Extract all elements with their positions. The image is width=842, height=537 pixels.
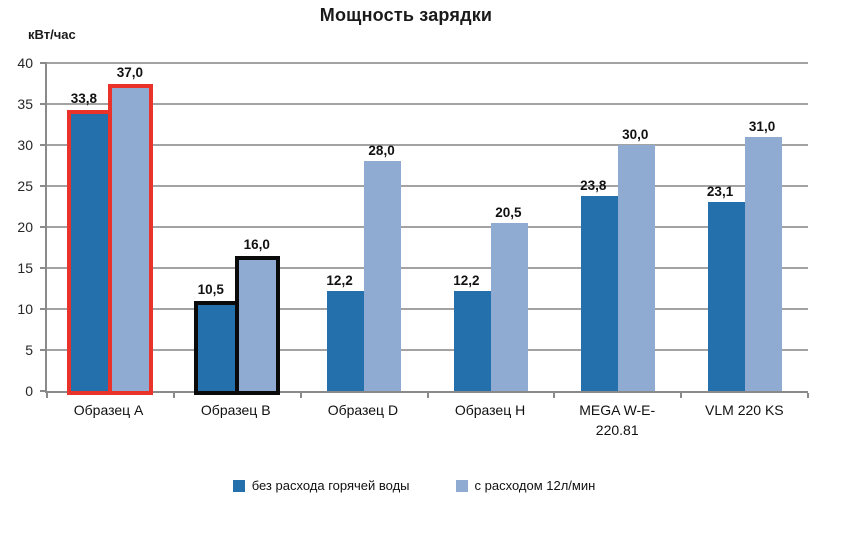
- category-label: Образец B: [172, 401, 299, 440]
- bar-value-label: 20,5: [495, 204, 522, 220]
- x-tick-mark: [172, 393, 175, 398]
- legend-label: с расходом 12л/мин: [474, 478, 596, 493]
- bar-group: 12,2 28,0: [301, 63, 428, 391]
- legend-item: без расхода горячей воды: [232, 478, 410, 493]
- chart-title: Мощность зарядки: [319, 5, 493, 25]
- bar-value-label: 37,0: [116, 64, 144, 80]
- gridline: [47, 103, 808, 105]
- legend: без расхода горячей воды с расходом 12л/м…: [0, 478, 828, 493]
- bar-series-1: 23,8: [580, 178, 618, 391]
- x-tick-mark: [807, 393, 809, 398]
- bar-group: 12,2 20,5: [428, 63, 555, 391]
- gridline: [47, 308, 808, 310]
- y-tick-mark: [40, 267, 47, 269]
- bar-series-1: 23,1: [707, 184, 745, 391]
- bar-series-1: 10,5: [194, 282, 240, 395]
- legend-label: без расхода горячей воды: [251, 478, 410, 493]
- bar-series-2: 16,0: [235, 237, 281, 395]
- gridline: [47, 185, 808, 187]
- bar-value-label: 33,8: [70, 90, 98, 106]
- category-label: MEGA W-E-220.81: [554, 401, 681, 440]
- legend-swatch: [232, 479, 245, 492]
- bar-value-label: 31,0: [748, 118, 776, 134]
- bar-value-label: 16,0: [243, 236, 270, 252]
- bar-group: 23,1 31,0: [681, 63, 808, 391]
- gridline: [47, 349, 808, 351]
- legend-swatch: [455, 479, 468, 492]
- bar-value-label: 23,1: [706, 183, 734, 199]
- y-tick-label: 5: [25, 342, 33, 358]
- plot-area: 33,8 37,0 10,5 16,0 12,2 28,0 12,2 20,5 23,8 30,0…: [45, 62, 809, 398]
- bar-group: 23,8 30,0: [554, 63, 681, 391]
- category-label-text: Образец B: [200, 402, 271, 418]
- bar-series-1: 33,8: [67, 91, 113, 395]
- category-label: Образец H: [426, 401, 553, 440]
- y-tick-mark: [40, 308, 47, 310]
- x-tick-mark: [553, 393, 556, 398]
- y-axis: 0 5 10 15 20 25 30 35 40: [0, 55, 47, 399]
- gridline: [47, 226, 808, 228]
- x-axis-labels: Образец A Образец B Образец D Образец H MEGA…: [45, 401, 808, 440]
- category-label-text: Образец H: [454, 402, 526, 418]
- gridline: [47, 144, 808, 146]
- bar-group: 10,5 16,0: [174, 63, 301, 395]
- y-tick-label: 20: [17, 219, 33, 235]
- y-tick-label: 35: [17, 96, 33, 112]
- y-tick-mark: [40, 144, 47, 146]
- y-tick-label: 0: [25, 383, 33, 399]
- category-label-text: Образец D: [327, 402, 399, 418]
- bar-series-1: 12,2: [326, 273, 365, 391]
- bar-value-label: 28,0: [368, 143, 395, 159]
- bar-series-1: 12,2: [453, 273, 491, 391]
- category-label: VLM 220 KS: [681, 401, 808, 440]
- y-tick-label: 15: [17, 260, 33, 276]
- category-label-text: VLM 220 KS: [705, 402, 784, 418]
- bar-value-label: 23,8: [580, 177, 607, 193]
- y-tick-mark: [40, 226, 47, 228]
- category-label: Образец D: [299, 401, 426, 440]
- gridline: [47, 62, 808, 64]
- x-tick-mark: [680, 393, 683, 398]
- y-tick-mark: [40, 62, 47, 64]
- y-tick-label: 40: [17, 55, 33, 71]
- y-tick-mark: [40, 349, 47, 351]
- category-label: Образец A: [45, 401, 172, 440]
- bar-value-label: 12,2: [453, 272, 480, 288]
- category-label-text: MEGA W-E-220.81: [579, 402, 656, 438]
- bar-series-2: 28,0: [364, 143, 402, 391]
- y-axis-unit-label: кВт/час: [28, 27, 76, 42]
- legend-item: с расходом 12л/мин: [455, 478, 596, 493]
- y-tick-mark: [40, 390, 47, 392]
- category-label-text: Образец A: [73, 402, 144, 418]
- bar-value-label: 12,2: [326, 272, 353, 288]
- y-tick-mark: [40, 185, 47, 187]
- gridline: [47, 267, 808, 269]
- y-tick-label: 10: [17, 301, 33, 317]
- bar-group: 33,8 37,0: [47, 63, 174, 395]
- bar-series-2: 30,0: [617, 127, 655, 391]
- bar-series-2: 20,5: [490, 205, 528, 391]
- y-tick-label: 30: [17, 137, 33, 153]
- bar-value-label: 10,5: [197, 281, 224, 297]
- x-tick-mark: [426, 393, 429, 398]
- bar-series-2: 31,0: [744, 119, 782, 391]
- bar-series-2: 37,0: [108, 65, 154, 395]
- bar-value-label: 30,0: [622, 127, 649, 142]
- x-tick-mark: [299, 393, 302, 398]
- x-tick-mark: [46, 393, 48, 398]
- y-tick-label: 25: [17, 178, 33, 194]
- y-tick-mark: [40, 103, 47, 105]
